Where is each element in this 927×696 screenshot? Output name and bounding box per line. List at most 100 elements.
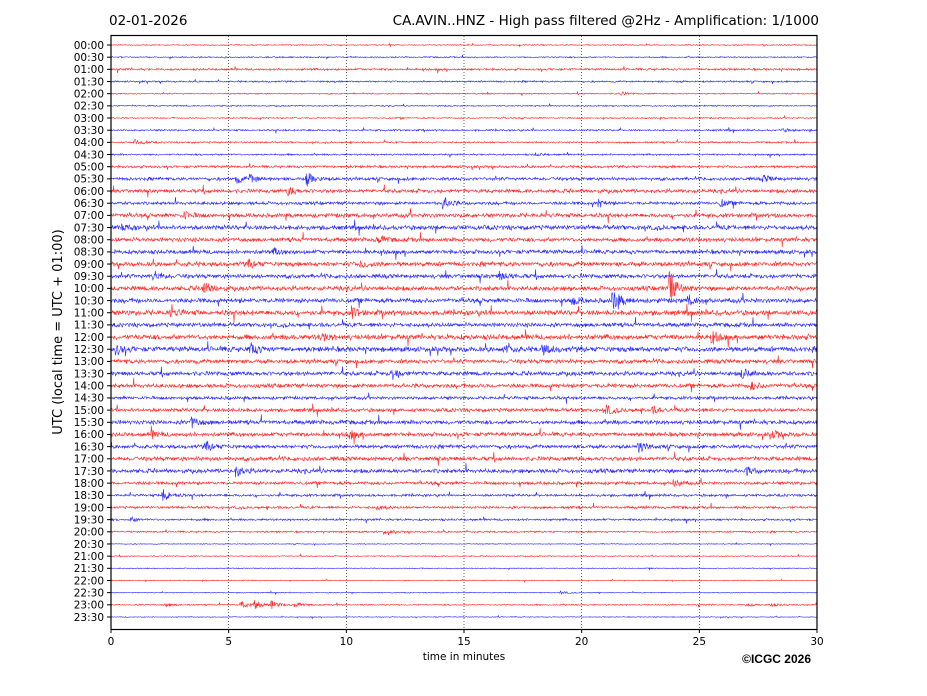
trace-0530 xyxy=(110,173,818,187)
y-tick-label: 07:30 xyxy=(74,222,104,234)
x-axis-label: time in minutes xyxy=(423,651,505,663)
y-tick-label: 18:00 xyxy=(74,478,104,490)
trace-1430 xyxy=(110,392,818,404)
y-tick-label: 05:00 xyxy=(74,162,104,174)
trace-1930 xyxy=(110,515,818,524)
copyright: ©ICGC 2026 xyxy=(742,652,811,666)
trace-1800 xyxy=(110,477,818,489)
y-tick-label: 18:30 xyxy=(74,490,104,502)
y-tick-label: 00:30 xyxy=(74,52,104,64)
y-tick-label: 08:30 xyxy=(74,247,104,259)
x-tick-label: 30 xyxy=(810,636,823,648)
trace-2030 xyxy=(110,541,818,547)
trace-0200 xyxy=(110,91,818,96)
y-tick-label: 09:00 xyxy=(74,259,104,271)
trace-1630 xyxy=(110,440,818,453)
trace-2000 xyxy=(110,528,818,536)
y-tick-label: 01:00 xyxy=(74,64,104,76)
y-tick-label: 13:00 xyxy=(74,356,104,368)
y-tick-label: 06:00 xyxy=(74,186,104,198)
y-tick-label: 03:00 xyxy=(74,113,104,125)
trace-1300 xyxy=(110,355,818,369)
y-tick-label: 17:00 xyxy=(74,454,104,466)
y-tick-label: 23:30 xyxy=(74,612,104,624)
trace-2200 xyxy=(110,578,818,584)
y-tick-label: 01:30 xyxy=(74,76,104,88)
trace-0400 xyxy=(110,138,818,145)
x-tick-label: 20 xyxy=(575,636,588,648)
y-tick-label: 10:00 xyxy=(74,283,104,295)
trace-2300 xyxy=(110,599,818,610)
y-tick-label: 14:30 xyxy=(74,393,104,405)
y-tick-label: 04:30 xyxy=(74,149,104,161)
trace-0300 xyxy=(110,114,818,121)
trace-2230 xyxy=(110,590,818,596)
trace-1730 xyxy=(110,462,818,478)
y-tick-label: 19:30 xyxy=(74,514,104,526)
trace-0330 xyxy=(110,126,817,134)
y-tick-label: 09:30 xyxy=(74,271,104,283)
trace-1400 xyxy=(110,377,818,393)
trace-0430 xyxy=(110,152,818,158)
y-tick-label: 02:30 xyxy=(74,101,104,113)
trace-0100 xyxy=(110,66,818,74)
y-tick-label: 02:00 xyxy=(74,88,104,100)
x-tick-label: 10 xyxy=(340,636,353,648)
y-tick-label: 05:30 xyxy=(74,174,104,186)
trace-1030 xyxy=(110,292,818,310)
y-tick-label: 15:00 xyxy=(74,405,104,417)
y-axis-label: UTC (local time = UTC + 01:00) xyxy=(51,229,66,434)
y-tick-label: 16:30 xyxy=(74,441,104,453)
y-tick-label: 12:00 xyxy=(74,332,104,344)
trace-1600 xyxy=(110,425,818,445)
y-tick-label: 11:30 xyxy=(74,320,104,332)
trace-0730 xyxy=(110,219,818,236)
y-axis: 00:0000:3001:0001:3002:0002:3003:0003:30… xyxy=(74,40,111,624)
y-tick-label: 14:00 xyxy=(74,381,104,393)
trace-1000 xyxy=(110,270,818,301)
x-tick-label: 15 xyxy=(457,636,470,648)
y-tick-label: 10:30 xyxy=(74,295,104,307)
y-tick-label: 23:00 xyxy=(74,600,104,612)
x-axis: 0 5 10 15 20 25 30 xyxy=(108,629,824,648)
y-tick-label: 08:00 xyxy=(74,235,104,247)
trace-1530 xyxy=(110,414,818,430)
y-tick-label: 22:00 xyxy=(74,575,104,587)
y-tick-label: 19:00 xyxy=(74,502,104,514)
y-tick-label: 21:00 xyxy=(74,551,104,563)
y-tick-label: 17:30 xyxy=(74,466,104,478)
trace-0500 xyxy=(110,162,818,171)
trace-1330 xyxy=(110,366,818,381)
y-tick-label: 03:30 xyxy=(74,125,104,137)
chart-title: CA.AVIN..HNZ - High pass filtered @2Hz -… xyxy=(393,13,819,29)
y-tick-label: 16:00 xyxy=(74,429,104,441)
trace-0830 xyxy=(110,245,818,260)
trace-1200 xyxy=(110,329,818,348)
trace-0130 xyxy=(110,78,818,85)
trace-0230 xyxy=(110,103,818,108)
traces xyxy=(110,42,818,620)
chart-date: 02-01-2026 xyxy=(109,13,187,29)
trace-1230 xyxy=(110,341,818,357)
y-tick-label: 13:30 xyxy=(74,368,104,380)
trace-0930 xyxy=(110,269,818,284)
trace-1700 xyxy=(110,451,818,466)
trace-0030 xyxy=(110,54,818,61)
trace-0600 xyxy=(110,184,818,198)
trace-0900 xyxy=(110,258,818,272)
x-tick-label: 0 xyxy=(108,636,115,648)
grid-lines xyxy=(228,36,700,629)
trace-1500 xyxy=(110,403,818,417)
trace-0700 xyxy=(110,208,818,224)
y-tick-label: 00:00 xyxy=(74,40,104,52)
x-tick-label: 5 xyxy=(225,636,232,648)
trace-2130 xyxy=(110,567,818,571)
x-tick-label: 25 xyxy=(693,636,706,648)
y-tick-label: 07:00 xyxy=(74,210,104,222)
trace-1900 xyxy=(110,502,818,511)
y-tick-label: 11:00 xyxy=(74,308,104,320)
trace-1830 xyxy=(110,489,818,501)
trace-2330 xyxy=(110,614,818,620)
y-tick-label: 21:30 xyxy=(74,563,104,575)
